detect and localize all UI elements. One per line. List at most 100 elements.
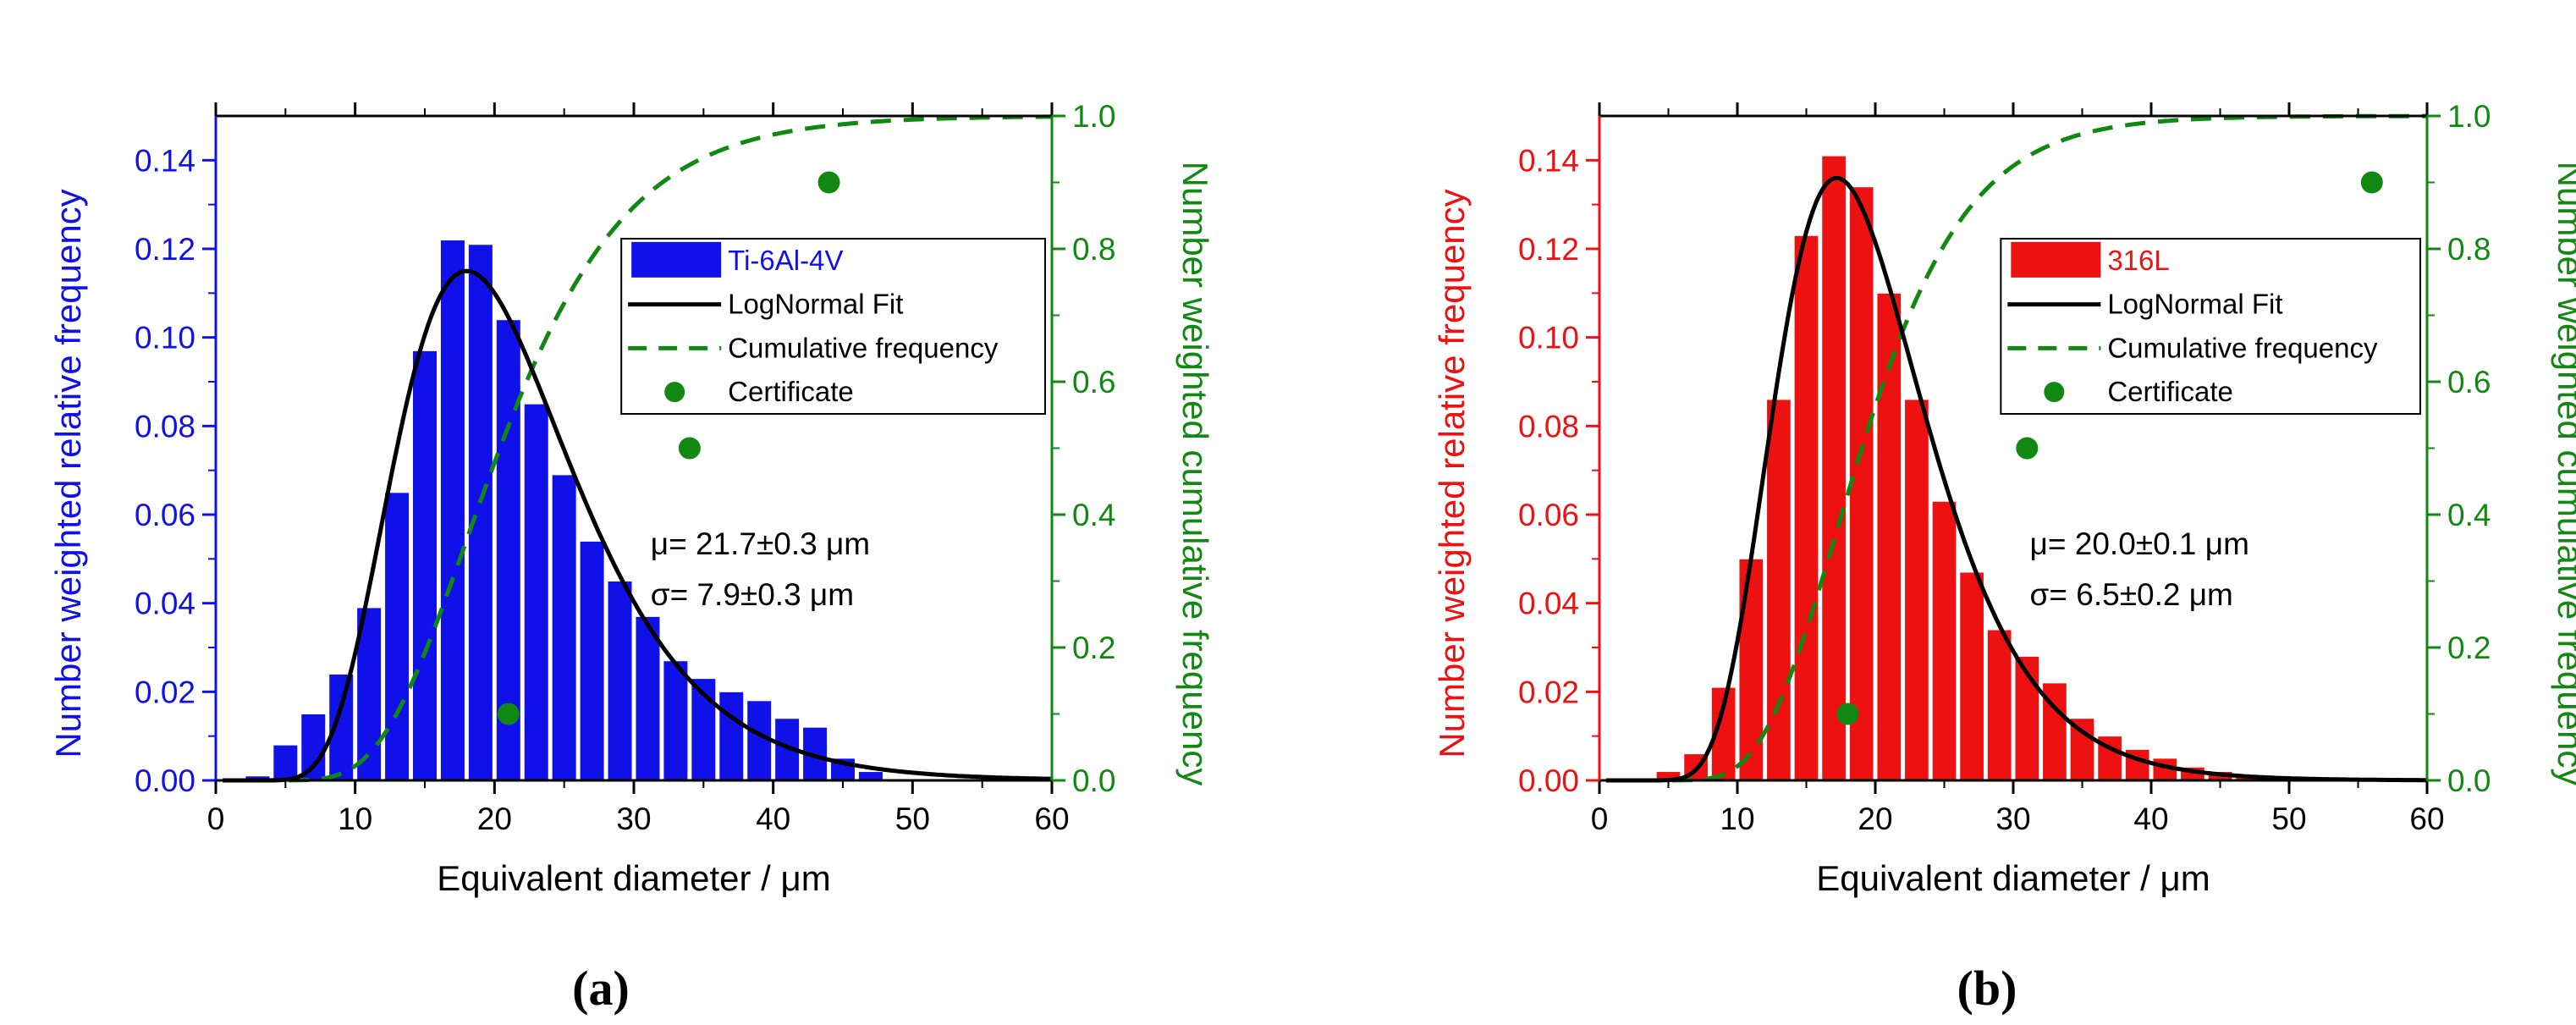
x-tick-label: 30 xyxy=(1995,802,2030,836)
y2-tick-label: 0.6 xyxy=(2447,365,2491,400)
legend-certificate-label: Certificate xyxy=(728,376,854,407)
legend-fit-label: LogNormal Fit xyxy=(728,289,903,320)
y-axis-title: Number weighted relative frequency xyxy=(1432,189,1472,758)
y2-tick-label: 0.8 xyxy=(2447,232,2491,267)
certificate-point xyxy=(678,437,701,460)
mu-annotation: μ= 21.7±0.3 μm xyxy=(651,526,870,561)
x-tick-label: 10 xyxy=(1720,802,1754,836)
y-tick-label: 0.12 xyxy=(135,232,195,267)
y-tick-label: 0.06 xyxy=(1518,498,1579,532)
x-axis-title: Equivalent diameter / μm xyxy=(437,858,830,898)
histogram-bars xyxy=(245,240,883,781)
y-tick-label: 0.06 xyxy=(135,498,195,532)
histogram-bar xyxy=(663,660,689,781)
legend-cumulative-label: Cumulative frequency xyxy=(2107,332,2378,363)
certificate-point xyxy=(2016,437,2039,460)
y-tick-label: 0.00 xyxy=(1518,763,1579,798)
y2-tick-label: 0.0 xyxy=(1072,763,1115,798)
x-tick-label: 50 xyxy=(895,802,930,836)
x-tick-label: 20 xyxy=(477,802,512,836)
legend-certificate-dot xyxy=(664,382,685,403)
sigma-annotation: σ= 6.5±0.2 μm xyxy=(2030,577,2233,612)
certificate-point xyxy=(817,171,840,194)
histogram-bar xyxy=(2014,655,2040,781)
histogram-bar xyxy=(1876,292,1902,781)
histogram-bar xyxy=(300,714,327,781)
legend-bar-label: Ti-6Al-4V xyxy=(728,245,843,276)
y-tick-label: 0.02 xyxy=(1518,675,1579,709)
certificate-points xyxy=(1836,171,2383,725)
cumulative-frequency-line xyxy=(223,114,1052,783)
legend-certificate-label: Certificate xyxy=(2107,376,2233,407)
y2-tick-label: 0.2 xyxy=(2447,631,2491,665)
histogram-bar xyxy=(1848,186,1874,781)
mu-annotation: μ= 20.0±0.1 μm xyxy=(2030,526,2249,561)
x-tick-label: 10 xyxy=(338,802,372,836)
x-tick-label: 30 xyxy=(616,802,651,836)
histogram-bar xyxy=(607,581,633,781)
y2-tick-label: 0.6 xyxy=(1072,365,1115,400)
x-tick-label: 20 xyxy=(1858,802,1892,836)
y2-tick-label: 0.2 xyxy=(1072,631,1115,665)
histogram-bars xyxy=(1655,155,2316,781)
x-tick-label: 60 xyxy=(2409,802,2444,836)
histogram-bar xyxy=(1986,629,2012,781)
y2-tick-label: 1.0 xyxy=(1072,99,1115,134)
lognormal-fit-line xyxy=(223,268,1053,783)
y-tick-label: 0.08 xyxy=(1518,409,1579,444)
y-tick-label: 0.12 xyxy=(1518,232,1579,267)
y2-tick-label: 0.4 xyxy=(2447,498,2491,532)
legend-fit-label: LogNormal Fit xyxy=(2107,289,2282,320)
panel-label: (b) xyxy=(1957,961,2017,1016)
y-tick-label: 0.08 xyxy=(135,409,195,444)
x-tick-label: 0 xyxy=(207,802,225,836)
y-tick-label: 0.02 xyxy=(135,675,195,709)
certificate-points xyxy=(497,171,840,725)
histogram-bar xyxy=(2069,718,2095,781)
x-tick-label: 40 xyxy=(756,802,790,836)
histogram-bar xyxy=(272,744,299,781)
y2-tick-label: 1.0 xyxy=(2447,99,2491,134)
histogram-bar xyxy=(384,492,410,781)
histogram-bar xyxy=(635,615,661,781)
histogram-bar xyxy=(579,540,605,781)
y-tick-label: 0.10 xyxy=(1518,321,1579,355)
legend-certificate-dot xyxy=(2044,382,2065,403)
histogram-bar xyxy=(412,350,438,781)
y2-tick-label: 0.4 xyxy=(1072,498,1115,532)
lognormal-fit-line xyxy=(1606,175,2427,783)
panel-b-chart: 0 10 20 30 40 50 60 0.00 0.02 0.04 0.06 0.08 0.10 0.1… xyxy=(1432,99,2576,1016)
y2-axis-title: Number weighted cumulative frequency xyxy=(2551,162,2576,786)
histogram-bar xyxy=(857,771,883,781)
panel-label: (a) xyxy=(572,961,630,1016)
x-axis-title: Equivalent diameter / μm xyxy=(1816,858,2210,898)
y-tick-label: 0.04 xyxy=(135,587,195,621)
y2-tick-label: 0.8 xyxy=(1072,232,1115,267)
histogram-bar xyxy=(718,691,745,781)
y2-axis-title: Number weighted cumulative frequency xyxy=(1175,162,1215,786)
legend-bar-label: 316L xyxy=(2107,245,2169,276)
histogram-bar xyxy=(1931,500,1957,781)
histogram-bar xyxy=(1821,155,1847,781)
legend-bar-swatch xyxy=(631,241,722,278)
sigma-annotation: σ= 7.9±0.3 μm xyxy=(651,577,854,612)
y-tick-label: 0.00 xyxy=(135,763,195,798)
y2-tick-label: 0.0 xyxy=(2447,763,2491,798)
legend: 316L LogNormal Fit Cumulative frequency Cer… xyxy=(2000,238,2422,415)
y-axis-title: Number weighted relative frequency xyxy=(48,189,88,758)
certificate-point xyxy=(2360,171,2383,194)
histogram-bar xyxy=(523,403,549,781)
histogram-bar xyxy=(1793,234,1819,781)
certificate-point xyxy=(497,703,520,725)
x-tick-label: 50 xyxy=(2271,802,2306,836)
legend-frame xyxy=(620,238,1046,415)
histogram-bar xyxy=(551,474,577,781)
legend-frame xyxy=(2000,238,2422,415)
legend-cumulative-label: Cumulative frequency xyxy=(728,332,999,363)
histogram-bar xyxy=(1959,571,1984,781)
y-tick-label: 0.14 xyxy=(1518,143,1579,178)
legend-bar-swatch xyxy=(2011,241,2101,278)
histogram-bar xyxy=(1738,558,1764,781)
legend: Ti-6Al-4V LogNormal Fit Cumulative frequen… xyxy=(620,238,1046,415)
y-tick-label: 0.10 xyxy=(135,321,195,355)
